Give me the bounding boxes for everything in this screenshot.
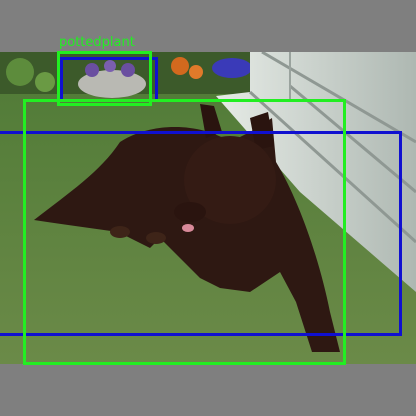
- plant-bowl: [78, 70, 146, 98]
- bounding-box-blue-large: [0, 131, 402, 336]
- bounding-box-pottedplant: [57, 51, 152, 106]
- pottedplant-label: pottedplant: [59, 35, 135, 50]
- bounding-box-dog: [23, 99, 346, 365]
- dog-silhouette: [34, 104, 340, 352]
